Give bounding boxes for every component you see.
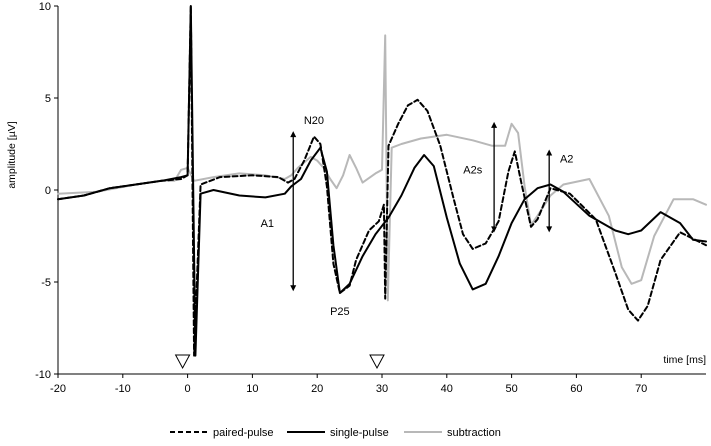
arrow-head-top: [491, 121, 498, 128]
x-tick-label: 20: [311, 383, 323, 395]
annotation-n20: N20: [304, 115, 324, 127]
x-tick-label: 50: [505, 383, 517, 395]
stimulus-marker-icon: [369, 354, 385, 370]
x-axis-label: time [ms]: [663, 354, 706, 366]
x-tick-label: 10: [246, 383, 258, 395]
annotation-p25: P25: [330, 306, 350, 318]
annotation-a2s: A2s: [463, 164, 482, 176]
series-line-subtraction: [57, 34, 707, 302]
x-tick-labels: -20 -10 0 10 20 30 40 50 60 70: [50, 374, 647, 395]
legend-label-paired-pulse: paired-pulse: [213, 427, 274, 439]
legend-label-single-pulse: single-pulse: [330, 427, 389, 439]
series-layer: [57, 5, 707, 357]
x-tick-label: -10: [115, 383, 131, 395]
y-tick-label: -10: [35, 369, 51, 381]
stimulus-marker-layer: [174, 354, 385, 370]
x-tick-label: 40: [441, 383, 453, 395]
annotation-a1: A1: [261, 218, 274, 230]
x-tick-label: 30: [376, 383, 388, 395]
y-tick-label: 5: [45, 93, 51, 105]
legend-label-subtraction: subtraction: [447, 427, 501, 439]
y-tick-labels: -10 -5 0 5 10: [35, 1, 58, 381]
arrow-layer: [290, 121, 553, 292]
x-tick-label: -20: [50, 383, 66, 395]
x-tick-label: 0: [185, 383, 191, 395]
arrow-head-bottom: [290, 285, 297, 292]
series-line-single-pulse: [57, 5, 707, 357]
stimulus-marker-icon: [174, 354, 191, 370]
arrow-head-top: [290, 131, 297, 138]
annotation-a2: A2: [560, 153, 573, 165]
annotation-layer: N20 P25 A1 A2s A2: [261, 115, 574, 318]
x-tick-label: 60: [570, 383, 582, 395]
y-tick-label: 0: [45, 185, 51, 197]
arrow-head-bottom: [546, 226, 553, 233]
y-tick-label: -5: [41, 277, 51, 289]
y-tick-label: 10: [39, 1, 51, 13]
arrow-head-bottom: [491, 226, 498, 233]
x-tick-label: 70: [635, 383, 647, 395]
series-line-paired-pulse: [57, 5, 707, 357]
y-axis-label: amplitude [µV]: [6, 121, 18, 188]
legend: paired-pulse single-pulse subtraction: [170, 427, 501, 439]
arrow-head-top: [546, 149, 553, 156]
